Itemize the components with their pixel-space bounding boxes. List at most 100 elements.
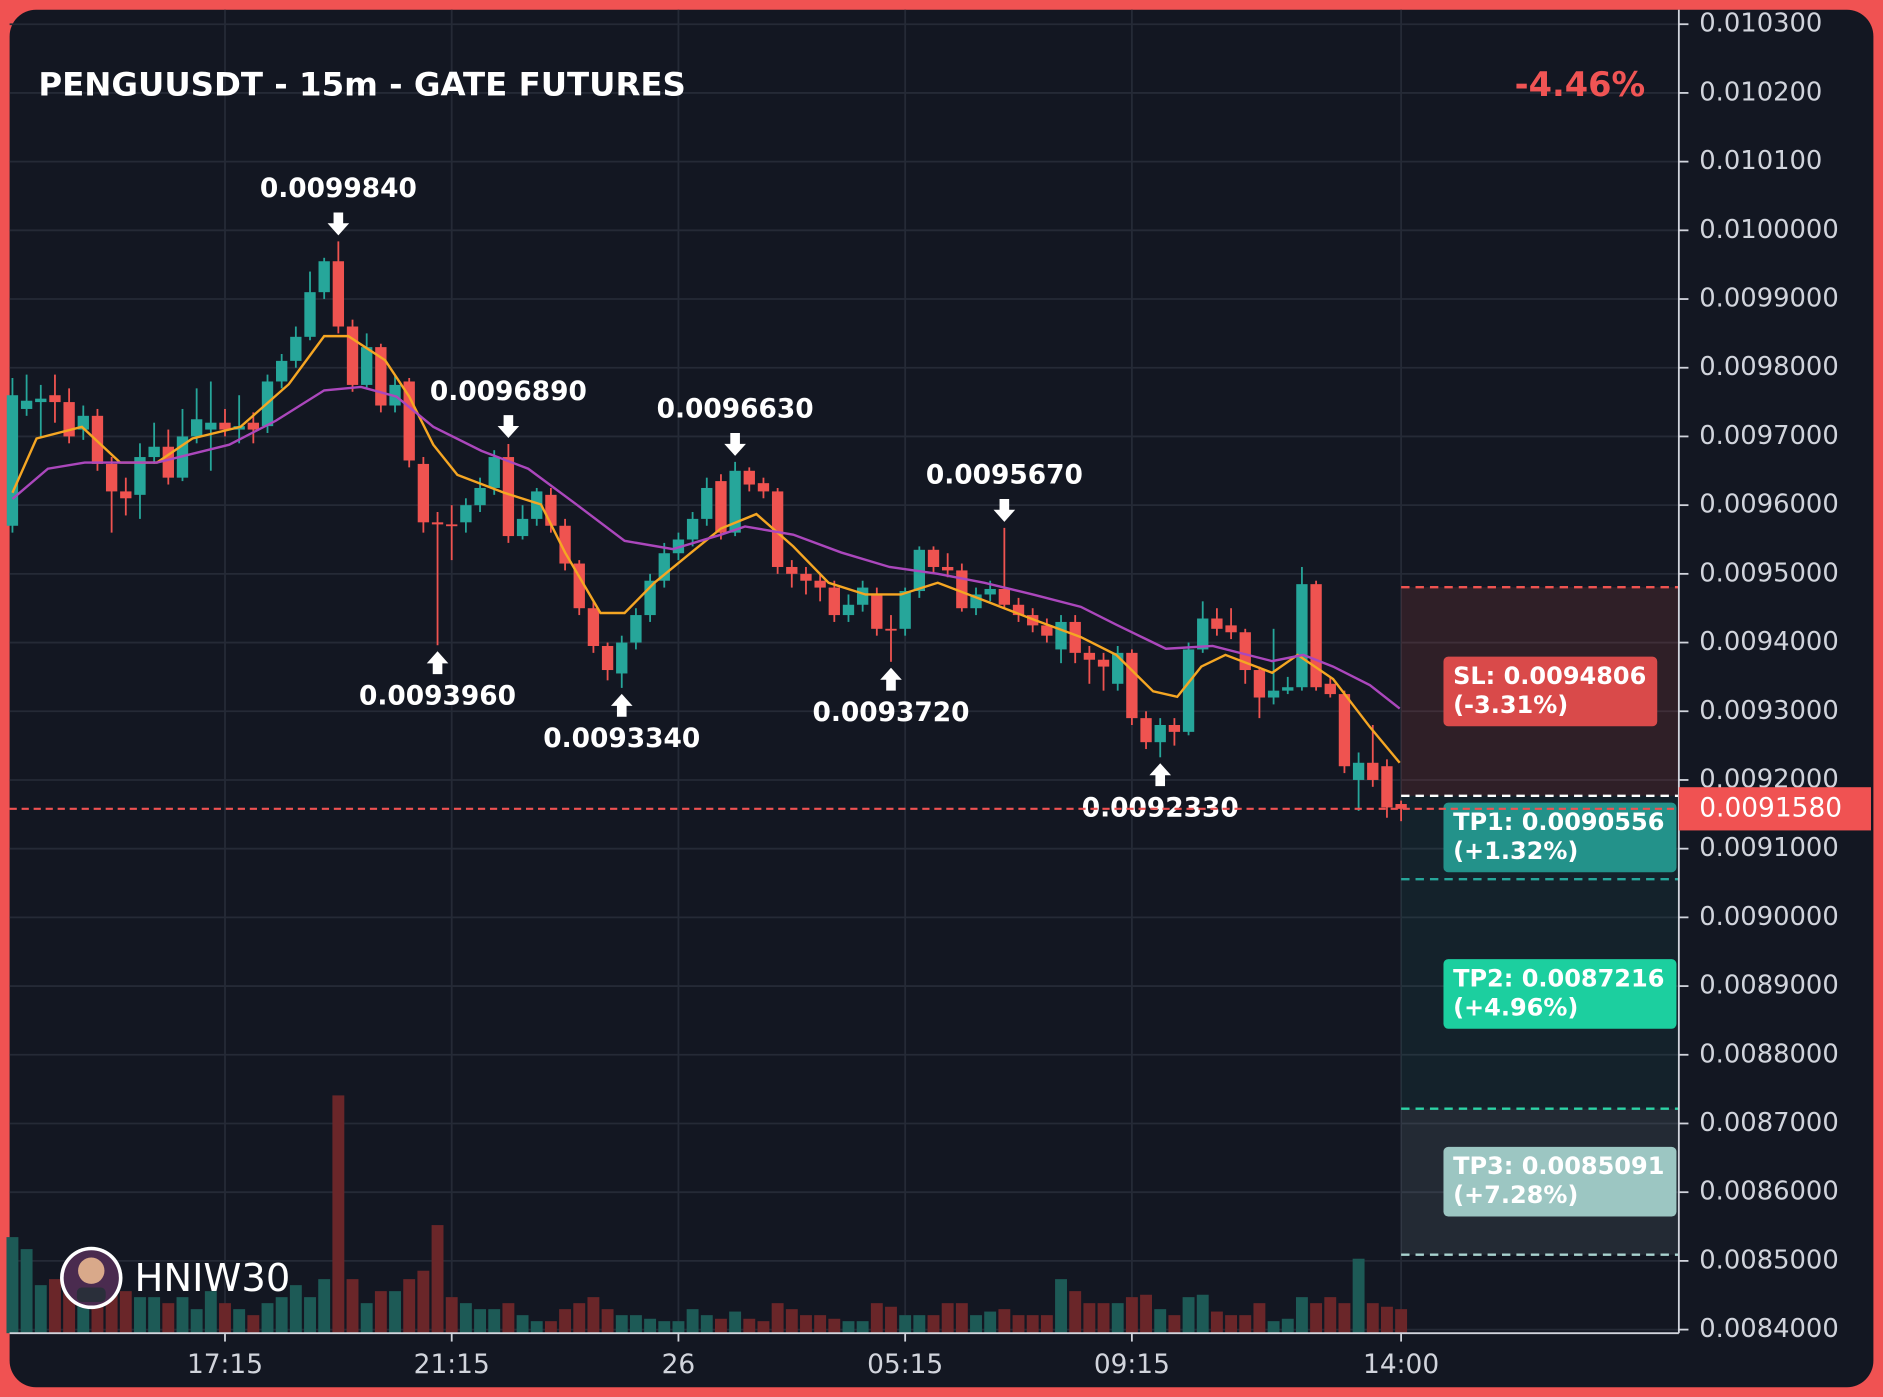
level-label: TP1: 0.0090556: [1453, 808, 1664, 836]
ma-line: [11, 334, 1401, 764]
volume-bar: [1196, 1294, 1209, 1334]
candle-body: [1154, 725, 1166, 743]
volume-bar: [1395, 1309, 1408, 1334]
panel: [9, 9, 1874, 1388]
candle-body: [1338, 694, 1351, 767]
volume-bar: [20, 1249, 33, 1334]
level-change: (+7.28%): [1453, 1181, 1578, 1209]
volume-bar: [1225, 1315, 1238, 1334]
volume-bar: [1154, 1309, 1167, 1334]
candle-body: [587, 608, 600, 646]
volume-bar: [474, 1309, 487, 1334]
candle-body: [998, 588, 1011, 605]
candle-body: [658, 553, 670, 581]
candle-body: [1182, 649, 1195, 732]
volume-bar: [1281, 1318, 1294, 1334]
volume-bar: [729, 1311, 742, 1334]
price-tag: [1678, 787, 1871, 831]
candle-body: [630, 615, 642, 643]
volume-bar: [233, 1309, 246, 1334]
candle-body: [1225, 625, 1237, 633]
candle-body: [49, 395, 61, 403]
volume-bar: [63, 1285, 76, 1334]
volume-bar: [913, 1315, 926, 1334]
candle-body: [1267, 690, 1280, 698]
price-tag-label: 0.0091580: [1699, 792, 1842, 823]
candle-body: [417, 463, 430, 523]
candle-body: [6, 395, 19, 526]
y-tick-label: 0.0089000: [1699, 971, 1839, 1001]
candle-body: [346, 326, 359, 385]
volume-bar: [629, 1315, 642, 1334]
candle-body: [1197, 618, 1209, 650]
change-label: -4.46%: [1515, 65, 1646, 104]
candle-body: [545, 494, 557, 526]
volume-bar: [49, 1279, 61, 1334]
candle-body: [1055, 621, 1067, 650]
volume-bar: [1069, 1291, 1082, 1334]
candle-body: [1012, 604, 1025, 616]
candle-body: [1041, 625, 1053, 636]
level-change: (+4.96%): [1453, 993, 1578, 1021]
level-box: [1443, 802, 1677, 873]
candle-body: [757, 483, 770, 492]
level-label: TP2: 0.0087216: [1453, 964, 1664, 992]
candle-body: [1097, 659, 1110, 667]
candle-body: [573, 563, 585, 609]
extreme-arrow: [880, 667, 902, 691]
candle-body: [276, 360, 288, 382]
candle-body: [927, 549, 940, 567]
extreme-label: 0.0099840: [260, 173, 417, 204]
volume-bar: [190, 1309, 203, 1334]
extreme-label: 0.0093340: [543, 723, 700, 754]
x-tick-label: 14:00: [1363, 1349, 1439, 1380]
candle-body: [361, 347, 373, 385]
y-tick-label: 0.0091000: [1699, 833, 1839, 863]
candle-body: [474, 487, 486, 506]
extreme-arrow: [1149, 763, 1172, 787]
candle-body: [20, 400, 33, 409]
candle-body: [1310, 584, 1322, 688]
volume-bar: [6, 1237, 19, 1334]
volume-bar: [219, 1303, 231, 1334]
volume-bar: [119, 1291, 132, 1334]
candle-body: [942, 566, 954, 571]
candle-body: [488, 457, 500, 488]
candle-body: [856, 587, 869, 605]
candle-body: [516, 518, 529, 537]
candle-body: [601, 645, 614, 671]
volume-bar: [828, 1318, 841, 1334]
candle-body: [729, 470, 741, 533]
volume-bar: [984, 1311, 997, 1334]
volume-bar: [814, 1315, 827, 1334]
candle-body: [616, 642, 628, 674]
candle-body: [1112, 652, 1124, 684]
level-box: [1443, 656, 1658, 727]
volume-bar: [941, 1303, 954, 1334]
x-tick-label: 26: [662, 1349, 696, 1380]
volume-bar: [700, 1315, 713, 1334]
volume-bar: [615, 1315, 628, 1334]
y-tick-label: 0.0090000: [1699, 902, 1839, 932]
candle-body: [899, 591, 911, 629]
candle-body: [105, 463, 118, 492]
level-label: TP3: 0.0085091: [1453, 1152, 1664, 1180]
avatar-face: [78, 1257, 105, 1284]
candle-body: [686, 518, 699, 540]
extreme-label: 0.0096630: [657, 394, 814, 425]
volume-bar: [1267, 1321, 1280, 1334]
candle-body: [1282, 687, 1294, 691]
y-tick-label: 0.0098000: [1699, 352, 1839, 382]
level-box: [1443, 959, 1677, 1029]
volume-bar: [856, 1321, 869, 1334]
volume-bar: [91, 1297, 104, 1334]
candle-body: [502, 457, 515, 537]
watermark: HNIW30: [60, 1246, 290, 1310]
level-change: (+1.32%): [1453, 837, 1578, 865]
volume-bar: [1040, 1315, 1053, 1334]
x-tick-label: 05:15: [867, 1349, 943, 1380]
candle-body: [984, 588, 996, 595]
candle-body: [1253, 670, 1266, 698]
extreme-arrow: [327, 212, 350, 236]
volume-bar: [573, 1303, 586, 1334]
